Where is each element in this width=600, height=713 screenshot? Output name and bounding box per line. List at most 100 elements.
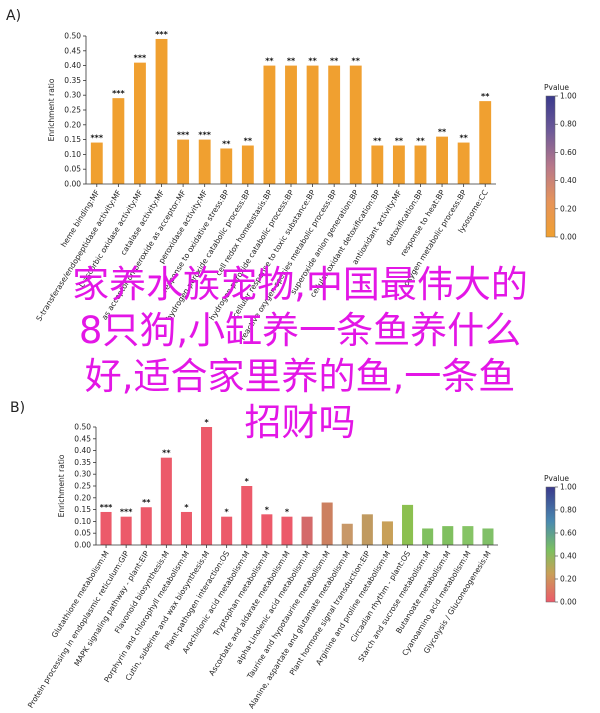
significance-label: *** <box>134 54 147 63</box>
bar <box>160 457 172 545</box>
bar <box>285 65 297 184</box>
bar <box>349 65 362 184</box>
overlay-title: 家养水族宠物,中国最伟大的 8只狗,小缸养一条鱼养什么 好,适合家里养的鱼,一条… <box>0 262 600 446</box>
significance-label: ** <box>142 498 151 507</box>
panel-label: B) <box>10 400 25 416</box>
bar <box>462 526 474 545</box>
bar <box>134 62 146 184</box>
significance-label: * <box>204 418 209 427</box>
bar <box>241 486 253 545</box>
legend-title: Pvalue <box>544 83 569 92</box>
y-tick-label: 0.10 <box>64 150 81 159</box>
y-tick-label: 0.00 <box>64 180 81 189</box>
bar <box>442 526 454 545</box>
overlay-line-4: 招财吗 <box>244 401 356 444</box>
significance-label: *** <box>120 508 133 517</box>
significance-label: ** <box>395 137 404 146</box>
bar <box>321 502 333 545</box>
y-tick-label: 0.25 <box>64 106 81 115</box>
bar <box>414 145 427 184</box>
legend-title: Pvalue <box>544 474 569 483</box>
y-tick-label: 0.30 <box>74 470 91 479</box>
significance-label: ** <box>265 57 274 66</box>
significance-label: ** <box>352 57 361 66</box>
significance-label: ** <box>416 137 425 146</box>
y-tick-label: 0.00 <box>74 541 91 550</box>
bar <box>263 65 276 184</box>
legend-tick-label: 0.40 <box>560 552 577 561</box>
bar <box>479 101 492 184</box>
significance-label: *** <box>100 503 113 512</box>
legend-tick-label: 0.80 <box>560 120 577 129</box>
bar <box>457 142 470 184</box>
significance-label: ** <box>244 137 253 146</box>
legend-colorbar <box>545 486 556 603</box>
bar <box>301 516 313 545</box>
bar <box>482 528 494 545</box>
significance-label: *** <box>112 89 125 98</box>
overlay-line-2: 8只狗,小缸养一条鱼养什么 <box>78 309 522 352</box>
significance-label: ** <box>459 134 468 143</box>
bar <box>221 516 233 545</box>
bar <box>140 507 152 545</box>
bar <box>392 145 405 184</box>
panel-label: A) <box>6 8 21 24</box>
y-tick-label: 0.50 <box>74 423 91 432</box>
significance-label: ** <box>162 449 171 458</box>
y-tick-label: 0.20 <box>64 120 81 129</box>
bar <box>402 504 414 545</box>
legend-tick-label: 0.60 <box>560 529 577 538</box>
bar <box>100 511 112 545</box>
overlay-line-1: 家养水族宠物,中国最伟大的 <box>72 263 528 306</box>
legend-tick-label: 0.20 <box>560 575 577 584</box>
y-tick-label: 0.40 <box>74 446 91 455</box>
bar <box>436 136 448 184</box>
bar <box>112 98 125 184</box>
legend-tick-label: 1.00 <box>560 483 577 492</box>
category-label: heme binding:MF <box>59 188 101 249</box>
y-axis-title: Enrichment ratio <box>47 78 56 141</box>
legend-tick-label: 0.00 <box>560 233 577 242</box>
bar <box>328 65 341 184</box>
bar <box>241 145 254 184</box>
bar <box>422 528 434 545</box>
y-axis-title: Enrichment ratio <box>57 454 66 517</box>
y-tick-label: 0.35 <box>64 76 81 85</box>
significance-label: * <box>245 477 250 486</box>
bar <box>155 38 168 185</box>
y-tick-label: 0.45 <box>64 46 81 55</box>
significance-label: ** <box>222 139 231 148</box>
y-tick-label: 0.15 <box>74 505 91 514</box>
legend-tick-label: 0.80 <box>560 506 577 515</box>
legend-tick-label: 0.40 <box>560 176 577 185</box>
significance-label: * <box>265 505 270 514</box>
bar <box>341 523 353 545</box>
significance-label: *** <box>155 30 168 39</box>
y-tick-label: 0.30 <box>64 91 81 100</box>
bar <box>381 521 393 545</box>
bar <box>361 514 373 545</box>
significance-label: ** <box>438 128 447 137</box>
significance-label: ** <box>308 57 317 66</box>
bar <box>90 142 103 184</box>
overlay-line-3: 好,适合家里养的鱼,一条鱼 <box>84 355 516 398</box>
significance-label: ** <box>287 57 296 66</box>
significance-label: * <box>285 508 290 517</box>
y-tick-label: 0.20 <box>74 493 91 502</box>
y-tick-label: 0.40 <box>64 61 81 70</box>
legend-tick-label: 0.60 <box>560 148 577 157</box>
bar <box>198 139 211 184</box>
legend-colorbar <box>545 95 556 238</box>
y-tick-label: 0.50 <box>64 32 81 41</box>
legend-tick-label: 1.00 <box>560 92 577 101</box>
y-tick-label: 0.05 <box>64 165 81 174</box>
significance-label: ** <box>481 92 490 101</box>
significance-label: ** <box>330 57 339 66</box>
y-tick-label: 0.45 <box>74 434 91 443</box>
bar <box>180 511 192 545</box>
significance-label: ** <box>373 137 382 146</box>
significance-label: *** <box>91 134 104 143</box>
bar <box>281 516 293 545</box>
significance-label: *** <box>198 131 211 140</box>
